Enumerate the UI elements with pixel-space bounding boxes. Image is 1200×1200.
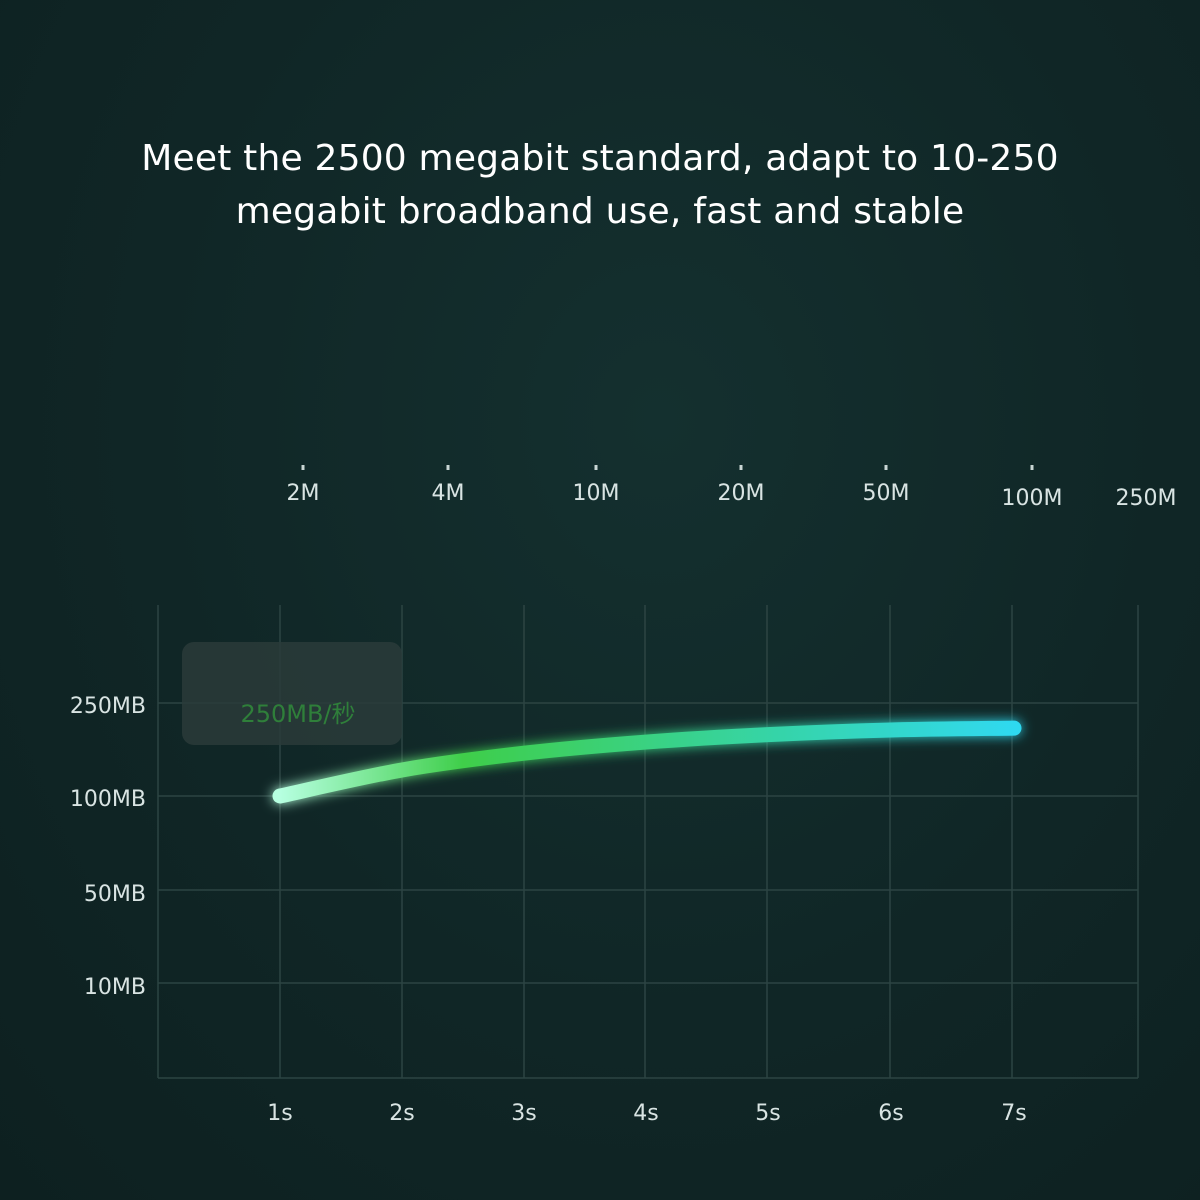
y-tick-label: 10MB [84, 975, 146, 1000]
headline-line-2: megabit broadband use, fast and stable [235, 191, 965, 232]
bandwidth-scale: 2M 4M 10M 20M 50M 100M 250M [220, 445, 1177, 511]
y-axis-labels: 10MB 50MB 100MB 250MB [70, 694, 146, 1000]
x-tick-label: 1s [267, 1101, 292, 1126]
headline-line-1: Meet the 2500 megabit standard, adapt to… [141, 138, 1059, 179]
speed-annotation-label: 250MB/秒 [240, 700, 355, 728]
x-tick-label: 6s [878, 1101, 903, 1126]
bandwidth-scale-label: 10M [573, 481, 620, 506]
bandwidth-scale-labels: 2M 4M 10M 20M 50M 100M 250M [287, 481, 1177, 511]
bandwidth-scale-label: 100M [1002, 486, 1063, 511]
speed-annotation-box [182, 642, 402, 745]
x-tick-label: 2s [389, 1101, 414, 1126]
bandwidth-scale-label: 4M [432, 481, 465, 506]
x-tick-label: 7s [1001, 1101, 1026, 1126]
series-line [272, 720, 1022, 804]
bandwidth-scale-label: 250M [1116, 486, 1177, 511]
speed-annotation: 250MB/秒 [182, 642, 402, 745]
y-tick-label: 100MB [70, 787, 146, 812]
bandwidth-scale-label: 20M [718, 481, 765, 506]
page-title: Meet the 2500 megabit standard, adapt to… [0, 132, 1200, 238]
x-axis-labels: 1s 2s 3s 4s 5s 6s 7s [267, 1101, 1026, 1126]
bandwidth-scale-label: 2M [287, 481, 320, 506]
x-tick-label: 3s [511, 1101, 536, 1126]
bandwidth-scale-ticks [301, 465, 1034, 470]
chart-grid [157, 605, 1139, 1079]
y-tick-label: 50MB [84, 882, 146, 907]
x-tick-label: 4s [633, 1101, 658, 1126]
x-tick-label: 5s [755, 1101, 780, 1126]
bandwidth-scale-label: 50M [863, 481, 910, 506]
y-tick-label: 250MB [70, 694, 146, 719]
